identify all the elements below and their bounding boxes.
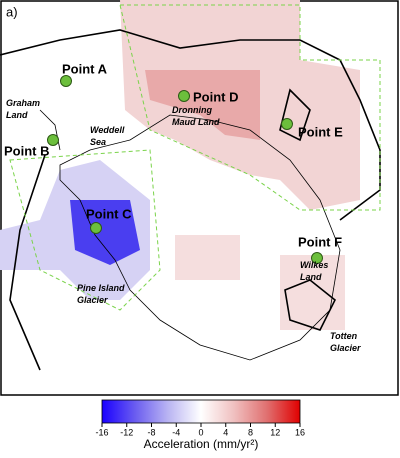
place-label-line: Wilkes bbox=[300, 260, 328, 270]
place-label: Dronning Maud Land bbox=[172, 105, 220, 127]
place-label-line: Maud Land bbox=[172, 117, 220, 127]
point-label: Point B bbox=[4, 143, 50, 158]
colorbar-tick-label: 4 bbox=[223, 427, 228, 437]
colorbar-label: Acceleration (mm/yr²) bbox=[144, 437, 259, 451]
panel-label: a) bbox=[6, 4, 18, 19]
place-label-line: Totten bbox=[330, 331, 358, 341]
place-label: Pine Island Glacier bbox=[77, 283, 125, 305]
strong-negative-region bbox=[70, 200, 140, 265]
place-label: Weddell Sea bbox=[90, 125, 125, 147]
coastlines bbox=[0, 29, 381, 371]
colorbar-tick-label: 8 bbox=[248, 427, 253, 437]
place-label-line: Land bbox=[6, 110, 28, 120]
colorbar bbox=[101, 399, 301, 424]
point-label: Point C bbox=[86, 206, 132, 221]
place-label: Graham Land bbox=[6, 98, 40, 120]
point-marker bbox=[178, 90, 190, 102]
colorbar-tick-label: 16 bbox=[295, 427, 305, 437]
place-label-line: Dronning bbox=[172, 105, 212, 115]
place-label-line: Weddell bbox=[90, 125, 125, 135]
place-label-line: Land bbox=[300, 272, 322, 282]
place-label: Wilkes Land bbox=[300, 260, 328, 282]
place-label-line: Pine Island bbox=[77, 283, 125, 293]
colorbar-tick-label: -12 bbox=[120, 427, 133, 437]
colorbar-tick-label: 12 bbox=[270, 427, 280, 437]
point-marker bbox=[60, 75, 72, 87]
colorbar-ticks: -16 -12 -8 -4 0 4 8 12 16 bbox=[95, 423, 305, 437]
colorbar-tick-label: -16 bbox=[95, 427, 108, 437]
colorbar-tick-label: -4 bbox=[172, 427, 180, 437]
positive-region bbox=[175, 235, 345, 330]
place-label-line: Glacier bbox=[77, 295, 108, 305]
point-marker bbox=[47, 134, 59, 146]
point-label: Point A bbox=[62, 61, 108, 76]
place-label-line: Glacier bbox=[330, 343, 361, 353]
place-label: Totten Glacier bbox=[330, 331, 361, 353]
colorbar-tick-label: 0 bbox=[198, 427, 203, 437]
place-label-line: Graham bbox=[6, 98, 40, 108]
point-marker bbox=[311, 252, 323, 264]
place-labels: Graham Land Weddell Sea Dronning Maud Land Pin… bbox=[6, 98, 361, 353]
colorbar-tick-label: -8 bbox=[147, 427, 155, 437]
significance-contours bbox=[9, 4, 381, 311]
point-marker bbox=[281, 118, 293, 130]
point-label: Point F bbox=[298, 234, 342, 249]
point-label: Point E bbox=[298, 124, 343, 139]
point-marker bbox=[90, 222, 102, 234]
points: Point A Point B Point C Point D Point E Point… bbox=[4, 61, 343, 264]
place-label-line: Sea bbox=[90, 137, 106, 147]
point-label: Point D bbox=[193, 89, 239, 104]
strong-positive-region bbox=[145, 70, 260, 140]
